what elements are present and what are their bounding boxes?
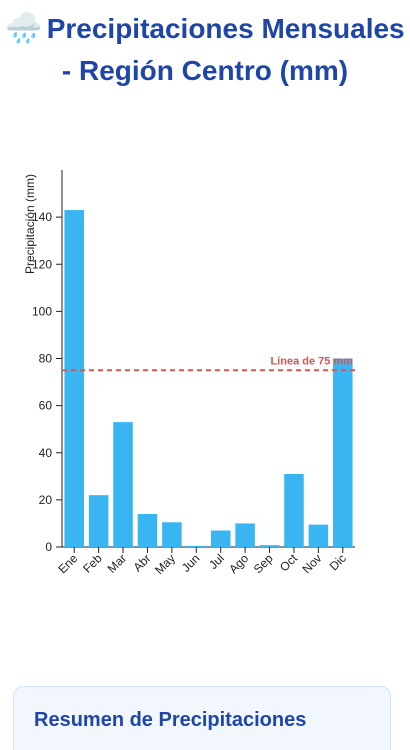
chart-bars bbox=[64, 210, 353, 547]
x-tick-label: Ago bbox=[226, 551, 251, 576]
x-tick-label: Dic bbox=[327, 551, 349, 573]
y-tick-label: 40 bbox=[39, 446, 53, 460]
y-tick-label: 100 bbox=[32, 304, 52, 318]
bar-sep bbox=[259, 545, 280, 547]
x-tick-label: Ene bbox=[55, 551, 80, 576]
x-tick-label: Jun bbox=[179, 551, 203, 575]
y-tick-label: 20 bbox=[39, 493, 53, 507]
y-tick-label: 120 bbox=[32, 257, 52, 271]
bar-jun bbox=[186, 545, 207, 547]
x-tick-label: Oct bbox=[277, 551, 301, 575]
bar-ago bbox=[235, 523, 255, 547]
reference-line-label: Línea de 75 mm bbox=[270, 355, 353, 367]
x-tick-label: Feb bbox=[80, 551, 105, 576]
bar-jul bbox=[210, 530, 231, 547]
bar-nov bbox=[308, 524, 329, 547]
page-title: 🌧️ Precipitaciones Mensuales - Región Cen… bbox=[0, 8, 410, 92]
x-tick-label: Nov bbox=[300, 551, 325, 576]
y-tick-label: 80 bbox=[39, 352, 53, 366]
x-tick-label: May bbox=[152, 551, 178, 577]
y-axis-title: Precipitación (mm) bbox=[23, 174, 37, 274]
rain-cloud-icon: 🌧️ bbox=[5, 12, 43, 45]
bar-dic bbox=[333, 358, 353, 547]
bar-feb bbox=[88, 495, 109, 547]
reference-line-group: Línea de 75 mm bbox=[62, 355, 355, 372]
x-tick-label: Sep bbox=[251, 551, 276, 576]
y-tick-label: 60 bbox=[39, 399, 53, 413]
y-tick-label: 0 bbox=[45, 540, 52, 554]
y-tick-label: 140 bbox=[32, 210, 52, 224]
x-tick-label: Abr bbox=[130, 551, 153, 574]
bar-oct bbox=[284, 473, 304, 547]
summary-title: Resumen de Precipitaciones bbox=[34, 709, 307, 731]
bar-abr bbox=[137, 514, 158, 547]
page-title-text: Precipitaciones Mensuales - Región Centr… bbox=[46, 13, 405, 86]
x-tick-label: Jul bbox=[206, 551, 227, 572]
summary-card: Resumen de Precipitaciones bbox=[13, 686, 391, 750]
x-tick-label: Mar bbox=[105, 551, 130, 576]
bar-mar bbox=[113, 422, 133, 547]
bar-may bbox=[162, 522, 182, 547]
bar-ene bbox=[64, 210, 84, 547]
